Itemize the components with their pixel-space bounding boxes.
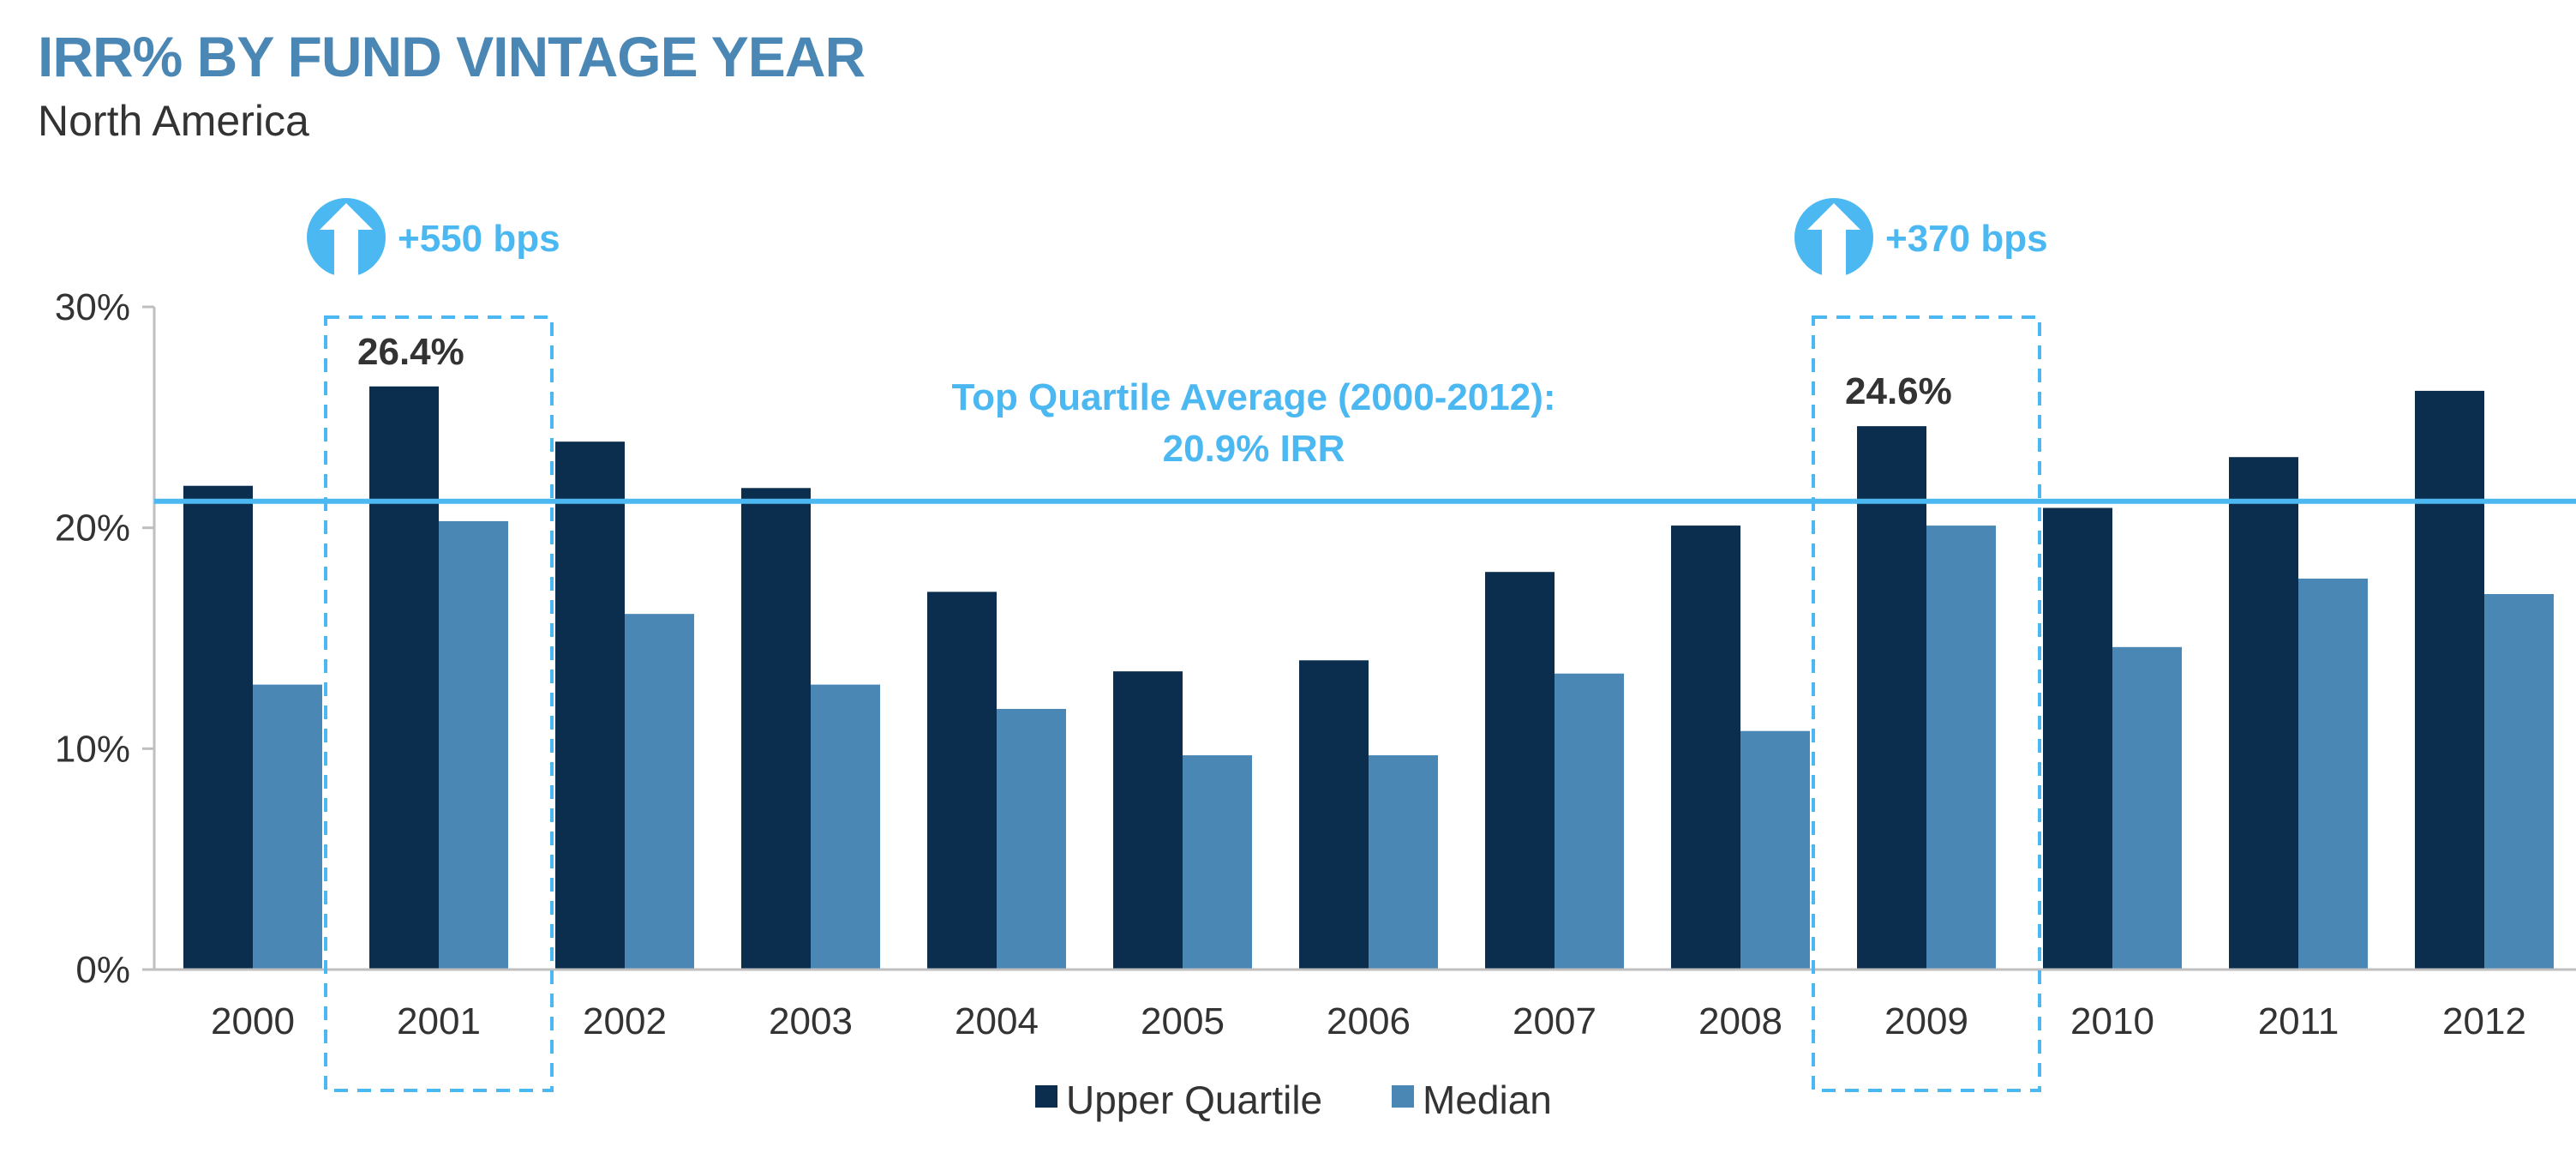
bar-upper-quartile-2001 bbox=[369, 386, 439, 970]
value-label-2009: 24.6% bbox=[1845, 370, 1952, 412]
x-tick-label-2004: 2004 bbox=[955, 1000, 1039, 1042]
x-axis: 2000 2001 2002 2003 2004 2005 2006 2007 2008 2009… bbox=[154, 968, 2576, 1042]
y-tick-label: 30% bbox=[55, 286, 130, 328]
bar-upper-quartile-2002 bbox=[555, 441, 625, 970]
x-tick-label-2003: 2003 bbox=[769, 1000, 853, 1042]
x-tick-label-2001: 2001 bbox=[397, 1000, 481, 1042]
highlight-box-2001 bbox=[324, 315, 554, 1092]
up-arrow-icon bbox=[1794, 198, 1873, 280]
y-tick-label: 0% bbox=[75, 949, 130, 991]
bar-upper-quartile-2008 bbox=[1671, 525, 1740, 970]
bar-median-2012 bbox=[2484, 593, 2554, 970]
x-tick-label-2007: 2007 bbox=[1513, 1000, 1597, 1042]
chart-subtitle: North America bbox=[38, 97, 309, 145]
chart-title: IRR% BY FUND VINTAGE YEAR bbox=[38, 25, 866, 88]
x-tick-label-2006: 2006 bbox=[1327, 1000, 1411, 1042]
bar-upper-quartile-2012 bbox=[2415, 390, 2484, 970]
bar-upper-quartile-2010 bbox=[2043, 507, 2112, 970]
bar-upper-quartile-2004 bbox=[927, 592, 997, 970]
legend-label-median: Median bbox=[1423, 1078, 1552, 1122]
highlights: 26.4% +550 bps 24.6% +370 bps bbox=[307, 198, 2048, 1092]
bar-upper-quartile-2000 bbox=[183, 485, 253, 970]
legend-swatch-median bbox=[1392, 1085, 1414, 1108]
y-tick-label: 20% bbox=[55, 507, 130, 549]
bar-median-2001 bbox=[439, 520, 508, 970]
bar-upper-quartile-2006 bbox=[1299, 660, 1369, 970]
x-tick-label-2000: 2000 bbox=[211, 1000, 295, 1042]
x-tick-label-2012: 2012 bbox=[2442, 1000, 2526, 1042]
bar-median-2010 bbox=[2112, 646, 2182, 970]
bar-median-2008 bbox=[1740, 730, 1810, 970]
x-tick-label-2005: 2005 bbox=[1141, 1000, 1225, 1042]
bars bbox=[183, 386, 2554, 970]
up-arrow-icon bbox=[307, 198, 386, 280]
bar-upper-quartile-2009 bbox=[1857, 426, 1926, 970]
bar-median-2011 bbox=[2298, 578, 2368, 970]
bar-upper-quartile-2003 bbox=[741, 488, 811, 970]
bar-upper-quartile-2005 bbox=[1113, 671, 1183, 970]
value-label-2001: 26.4% bbox=[357, 331, 464, 373]
legend-label-upper-quartile: Upper Quartile bbox=[1066, 1078, 1322, 1122]
reference-line-group: Top Quartile Average (2000-2012): 20.9% … bbox=[154, 376, 2576, 504]
x-tick-label-2008: 2008 bbox=[1698, 1000, 1782, 1042]
y-tick-label: 10% bbox=[55, 728, 130, 770]
bar-median-2005 bbox=[1183, 755, 1252, 970]
bar-median-2004 bbox=[997, 708, 1066, 970]
bar-median-2007 bbox=[1555, 673, 1624, 970]
bar-upper-quartile-2011 bbox=[2229, 457, 2298, 970]
bar-median-2006 bbox=[1369, 755, 1438, 970]
x-tick-label-2002: 2002 bbox=[583, 1000, 667, 1042]
legend: Upper Quartile Median bbox=[1035, 1078, 1552, 1122]
x-tick-label-2011: 2011 bbox=[2258, 1000, 2339, 1042]
x-tick-label-2010: 2010 bbox=[2070, 1000, 2154, 1042]
y-axis: 0% 10% 20% 30% bbox=[55, 286, 156, 991]
bar-median-2000 bbox=[253, 684, 322, 970]
bar-upper-quartile-2007 bbox=[1485, 572, 1555, 970]
bar-median-2003 bbox=[811, 684, 880, 970]
bar-median-2009 bbox=[1926, 525, 1996, 970]
bar-median-2002 bbox=[625, 614, 694, 970]
reference-label-line2: 20.9% IRR bbox=[1163, 428, 1345, 470]
legend-swatch-upper-quartile bbox=[1035, 1085, 1057, 1108]
highlight-box-2009 bbox=[1812, 315, 2041, 1092]
x-tick-label-2009: 2009 bbox=[1884, 1000, 1968, 1042]
bps-label-2001: +550 bps bbox=[398, 218, 560, 260]
reference-label-line1: Top Quartile Average (2000-2012): bbox=[951, 376, 1555, 418]
bps-label-2009: +370 bps bbox=[1885, 218, 2048, 260]
